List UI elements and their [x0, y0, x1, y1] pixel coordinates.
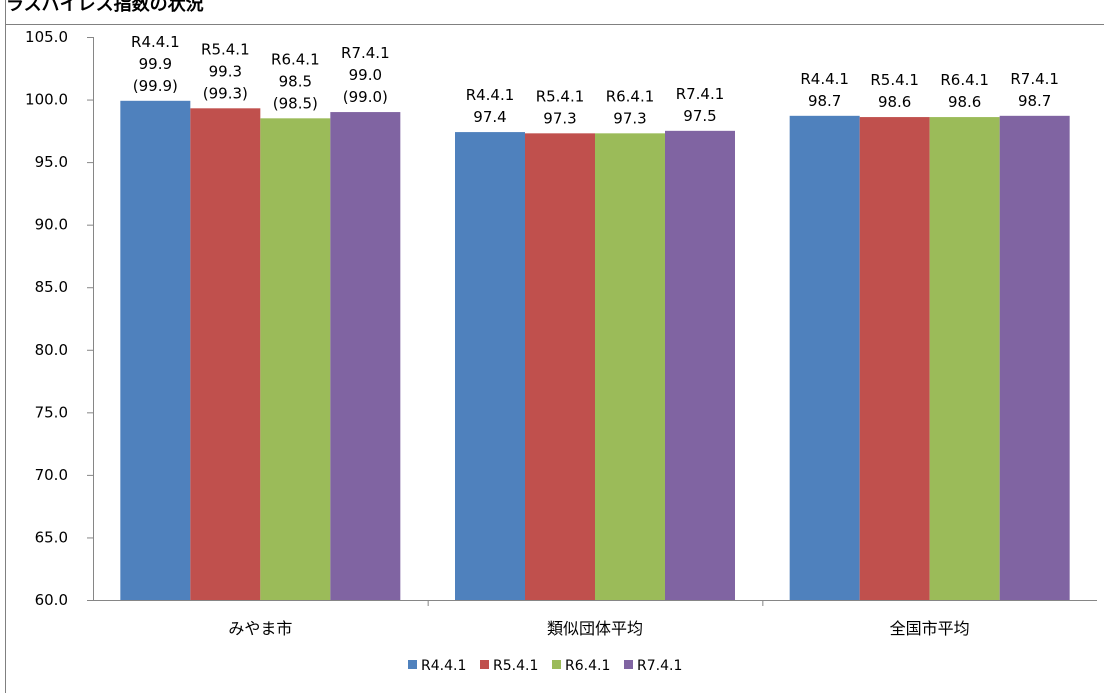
- y-tick-label: 60.0: [35, 591, 68, 609]
- data-label: (99.3): [203, 84, 248, 102]
- bar: [330, 112, 401, 601]
- y-tick-label: 105.0: [25, 28, 68, 46]
- data-label: R7.4.1: [1010, 70, 1059, 88]
- data-label: (98.5): [273, 94, 318, 112]
- data-label: R5.4.1: [870, 71, 919, 89]
- y-tick-label: 75.0: [35, 403, 68, 421]
- bar: [999, 115, 1070, 600]
- y-tick-label: 95.0: [35, 153, 68, 171]
- bar: [455, 132, 525, 600]
- bar: [260, 118, 331, 601]
- data-label: 98.7: [808, 92, 841, 110]
- bar: [595, 133, 665, 600]
- data-label: R6.4.1: [606, 87, 655, 105]
- data-label: (99.9): [133, 77, 178, 95]
- legend-label: R5.4.1: [493, 658, 538, 674]
- data-label: 97.4: [473, 108, 506, 126]
- x-category-label: 類似団体平均: [547, 619, 643, 638]
- x-category-label: みやま市: [228, 619, 292, 638]
- data-label: R4.4.1: [131, 33, 180, 51]
- bar: [120, 100, 191, 600]
- y-tick-label: 70.0: [35, 466, 68, 484]
- data-label: R5.4.1: [201, 40, 250, 58]
- legend-label: R4.4.1: [421, 658, 466, 674]
- x-category-label: 全国市平均: [890, 619, 970, 638]
- legend-swatch: [552, 660, 561, 669]
- data-label: R6.4.1: [940, 71, 989, 89]
- data-label: R7.4.1: [676, 85, 725, 103]
- chart-title: ラスパイレス指数の状況: [6, 0, 204, 15]
- bar: [789, 115, 860, 600]
- data-label: 97.3: [613, 109, 646, 127]
- bar: [859, 117, 930, 601]
- data-label: (99.0): [343, 88, 388, 106]
- legend-swatch: [624, 660, 633, 669]
- data-label: 99.0: [349, 66, 382, 84]
- y-tick-label: 100.0: [25, 91, 68, 109]
- bar: [929, 117, 1000, 601]
- data-label: 97.3: [543, 109, 576, 127]
- y-tick-label: 90.0: [35, 216, 68, 234]
- bar: [665, 130, 735, 601]
- data-label: R4.4.1: [466, 86, 515, 104]
- data-label: 98.5: [279, 72, 312, 90]
- data-label: R6.4.1: [271, 50, 320, 68]
- y-tick-label: 65.0: [35, 528, 68, 546]
- y-tick-label: 80.0: [35, 341, 68, 359]
- bar: [525, 133, 595, 600]
- data-label: 99.3: [209, 62, 242, 80]
- y-tick-label: 85.0: [35, 278, 68, 296]
- legend-label: R6.4.1: [565, 658, 610, 674]
- data-label: 98.7: [1018, 92, 1051, 110]
- data-label: 98.6: [878, 93, 911, 111]
- data-label: 99.9: [139, 55, 172, 73]
- legend-swatch: [408, 660, 417, 669]
- data-label: R7.4.1: [341, 44, 390, 62]
- bar: [190, 108, 261, 601]
- data-label: 97.5: [683, 107, 716, 125]
- legend-swatch: [480, 660, 489, 669]
- data-label: R5.4.1: [536, 87, 585, 105]
- legend-label: R7.4.1: [637, 658, 682, 674]
- data-label: 98.6: [948, 93, 981, 111]
- data-label: R4.4.1: [800, 70, 849, 88]
